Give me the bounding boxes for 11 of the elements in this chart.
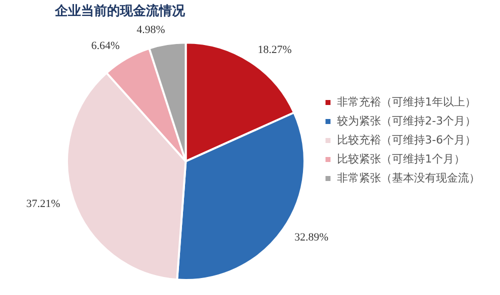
- data-label: 6.64%: [91, 40, 120, 52]
- legend-label: 非常紧张（基本没有现金流）: [337, 171, 480, 184]
- legend-label: 较为紧张（可维持2-3个月）: [337, 114, 476, 128]
- chart-title: 企业当前的现金流情况: [54, 3, 186, 20]
- data-label: 37.21%: [26, 198, 60, 210]
- legend-label: 比较紧张（可维持1个月）: [337, 152, 465, 166]
- legend-label: 非常充裕（可维持1年以上）: [337, 95, 476, 108]
- data-label: 32.89%: [294, 231, 328, 244]
- legend-label: 比较充裕（可维持3-6个月）: [337, 133, 476, 146]
- data-label: 18.27%: [258, 44, 292, 56]
- data-label: 4.98%: [136, 24, 166, 36]
